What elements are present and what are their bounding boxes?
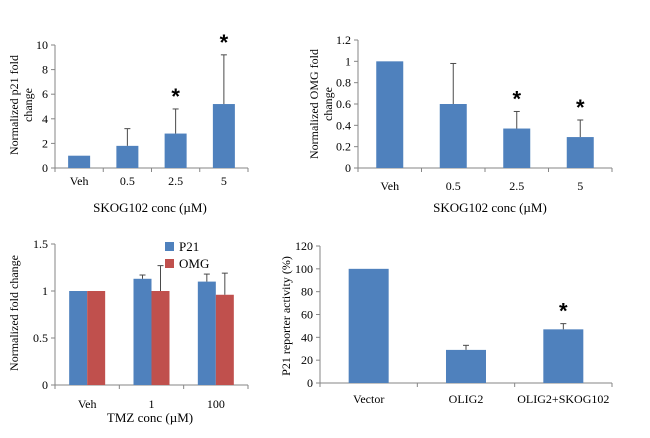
bar bbox=[69, 291, 88, 385]
bar bbox=[164, 133, 187, 168]
category-label: 2.5 bbox=[168, 174, 183, 188]
category-label: Veh bbox=[70, 174, 89, 188]
bar bbox=[445, 349, 486, 383]
category-label: 0.5 bbox=[446, 179, 461, 193]
panel-c: 0 0.5 1 1.5 Veh 1 100 TMZ conc (µM) Normalized f… bbox=[7, 237, 249, 425]
panel-a: 0 2 4 6 8 10 Veh 0.5 2.5 5 * * SKOG102 conc (µM) Norm… bbox=[7, 30, 249, 215]
bar bbox=[215, 294, 234, 385]
significance-star: * bbox=[559, 299, 568, 324]
category-label: 100 bbox=[207, 397, 225, 411]
significance-star: * bbox=[220, 30, 229, 55]
panel-d: 0 20 40 60 80 100 120 Vector OLIG2 OLIG2+SKOG102 *… bbox=[279, 239, 613, 406]
y-tick-label: 0 bbox=[307, 376, 313, 390]
x-axis-label: TMZ conc (µM) bbox=[107, 410, 193, 425]
x-axis-label: SKOG102 conc (µM) bbox=[433, 200, 547, 215]
legend-label: P21 bbox=[179, 239, 199, 254]
bar bbox=[133, 278, 152, 385]
category-label: Veh bbox=[380, 179, 399, 193]
y-tick-label: 8 bbox=[42, 63, 48, 77]
y-axis-label-line: change bbox=[21, 88, 35, 122]
category-label: 5 bbox=[221, 174, 227, 188]
significance-star: * bbox=[576, 95, 585, 120]
y-tick-label: 0 bbox=[42, 161, 48, 175]
panel-b: 0 0.2 0.4 0.6 0.8 1 1.2 Veh 0.5 2.5 5 * * SKOG102 con… bbox=[307, 33, 613, 215]
y-axis-label-line: Normalized OMG fold bbox=[307, 49, 321, 159]
y-tick-label: 60 bbox=[301, 308, 313, 322]
bar bbox=[566, 137, 594, 168]
y-tick-label: 2 bbox=[42, 136, 48, 150]
bar bbox=[503, 128, 531, 168]
y-tick-label: 80 bbox=[301, 285, 313, 299]
legend-swatch bbox=[165, 259, 174, 268]
significance-star: * bbox=[171, 84, 180, 109]
category-label: Veh bbox=[78, 397, 97, 411]
y-axis-label: P21 reporter activity (%) bbox=[279, 256, 293, 376]
y-tick-label: 0.4 bbox=[336, 118, 351, 132]
y-tick-label: 1.2 bbox=[336, 33, 351, 47]
category-label: OLIG2+SKOG102 bbox=[517, 392, 609, 406]
y-axis-label-line: change bbox=[321, 87, 335, 121]
y-axis-label-line: Normalized p21 fold bbox=[7, 55, 21, 155]
y-tick-label: 0.6 bbox=[336, 97, 351, 111]
y-axis-label: Normalized OMG foldchange bbox=[307, 49, 335, 159]
y-tick-label: 0.2 bbox=[336, 140, 351, 154]
bar bbox=[116, 145, 139, 168]
category-label: 1 bbox=[148, 397, 154, 411]
y-tick-label: 4 bbox=[42, 112, 48, 126]
y-tick-label: 10 bbox=[36, 38, 48, 52]
category-label: 5 bbox=[577, 179, 583, 193]
y-tick-label: 1 bbox=[42, 284, 48, 298]
y-tick-label: 6 bbox=[42, 87, 48, 101]
y-tick-label: 1.5 bbox=[33, 237, 48, 251]
bar bbox=[87, 291, 106, 385]
bar bbox=[439, 104, 467, 168]
bar bbox=[376, 61, 404, 169]
bar bbox=[348, 268, 389, 383]
y-tick-label: 0.5 bbox=[33, 331, 48, 345]
y-axis-label: Normalized p21 foldchange bbox=[7, 55, 35, 155]
category-label: OLIG2 bbox=[449, 392, 484, 406]
x-axis-label: SKOG102 conc (µM) bbox=[93, 200, 207, 215]
legend-label: OMG bbox=[179, 256, 209, 271]
category-label: 2.5 bbox=[509, 179, 524, 193]
y-tick-label: 0 bbox=[345, 161, 351, 175]
y-axis-label: Normalized fold change bbox=[7, 255, 21, 371]
bar bbox=[197, 281, 216, 385]
y-tick-label: 20 bbox=[301, 353, 313, 367]
y-tick-label: 1 bbox=[345, 54, 351, 68]
y-tick-label: 0.8 bbox=[336, 76, 351, 90]
bar bbox=[212, 104, 235, 168]
category-label: 0.5 bbox=[120, 174, 135, 188]
bar bbox=[151, 291, 170, 385]
bar bbox=[543, 329, 584, 383]
legend-swatch bbox=[165, 242, 174, 251]
bar bbox=[68, 155, 91, 168]
category-label: Vector bbox=[353, 392, 384, 406]
y-tick-label: 100 bbox=[295, 262, 313, 276]
y-tick-label: 120 bbox=[295, 239, 313, 253]
significance-star: * bbox=[512, 86, 521, 111]
y-tick-label: 0 bbox=[42, 378, 48, 392]
y-tick-label: 40 bbox=[301, 330, 313, 344]
